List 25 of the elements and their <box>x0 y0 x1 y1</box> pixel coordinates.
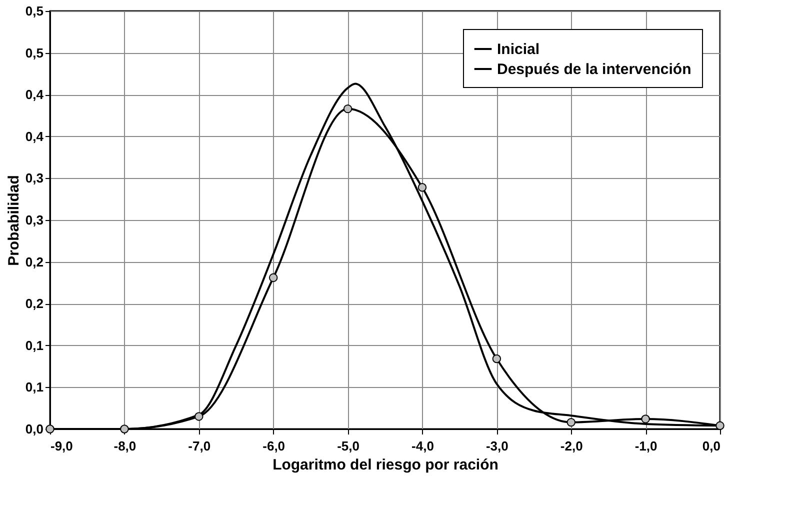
x-tick-label: -2,0 <box>560 438 583 454</box>
x-tick-label: -8,0 <box>114 438 136 454</box>
y-tick-label: 0,4 <box>25 128 44 144</box>
x-tick-label: -3,0 <box>486 438 508 454</box>
y-tick-label: 0,1 <box>25 338 44 353</box>
y-tick-label: 0,1 <box>25 380 44 395</box>
y-tick-label: 0,5 <box>25 4 44 18</box>
x-tick-label: -7,0 <box>188 438 211 454</box>
y-tick-label: 0,2 <box>25 254 44 270</box>
y-axis-title: Probabilidad <box>5 175 22 266</box>
x-axis-title: Logaritmo del riesgo por ración <box>272 456 498 474</box>
y-tick-label: 0,2 <box>25 296 44 312</box>
y-tick-label: 0,3 <box>25 170 44 186</box>
x-tick-label: -5,0 <box>337 438 360 454</box>
y-tick-label: 0,0 <box>25 422 44 436</box>
legend-label: Inicial <box>497 41 540 58</box>
y-tick-label: 0,3 <box>25 212 44 228</box>
x-tick-label: -4,0 <box>412 438 434 454</box>
x-tick-label: -9,0 <box>50 438 73 454</box>
x-tick-label: 0,0 <box>702 438 720 454</box>
y-tick-label: 0,4 <box>25 87 44 102</box>
y-tick-label: 0,5 <box>25 45 44 60</box>
legend-label: Después de la intervención <box>497 61 692 78</box>
x-tick-label: -1,0 <box>634 438 658 454</box>
x-tick-label: -6,0 <box>262 438 286 454</box>
